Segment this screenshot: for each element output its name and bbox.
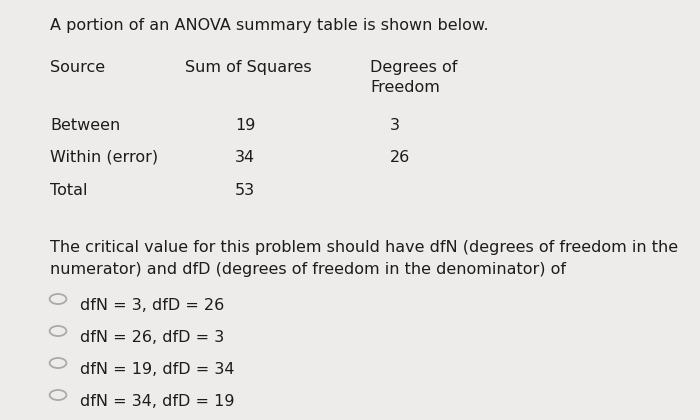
- Text: Within (error): Within (error): [50, 150, 158, 165]
- Text: dfN = 19, dfD = 34: dfN = 19, dfD = 34: [80, 362, 234, 377]
- Text: A portion of an ANOVA summary table is shown below.: A portion of an ANOVA summary table is s…: [50, 18, 489, 33]
- Text: Total: Total: [50, 183, 88, 198]
- Text: Source: Source: [50, 60, 105, 75]
- Text: 26: 26: [390, 150, 410, 165]
- Text: 3: 3: [390, 118, 400, 133]
- Text: Between: Between: [50, 118, 120, 133]
- Text: 53: 53: [235, 183, 255, 198]
- Text: Sum of Squares: Sum of Squares: [185, 60, 312, 75]
- Text: dfN = 26, dfD = 3: dfN = 26, dfD = 3: [80, 330, 224, 345]
- Text: Freedom: Freedom: [370, 80, 440, 95]
- Text: dfN = 34, dfD = 19: dfN = 34, dfD = 19: [80, 394, 234, 409]
- Text: 19: 19: [235, 118, 256, 133]
- Text: Degrees of: Degrees of: [370, 60, 457, 75]
- Text: numerator) and dfD (degrees of freedom in the denominator) of: numerator) and dfD (degrees of freedom i…: [50, 262, 566, 277]
- Text: The critical value for this problem should have dfN (degrees of freedom in the: The critical value for this problem shou…: [50, 240, 678, 255]
- Text: 34: 34: [235, 150, 255, 165]
- Text: dfN = 3, dfD = 26: dfN = 3, dfD = 26: [80, 298, 224, 313]
